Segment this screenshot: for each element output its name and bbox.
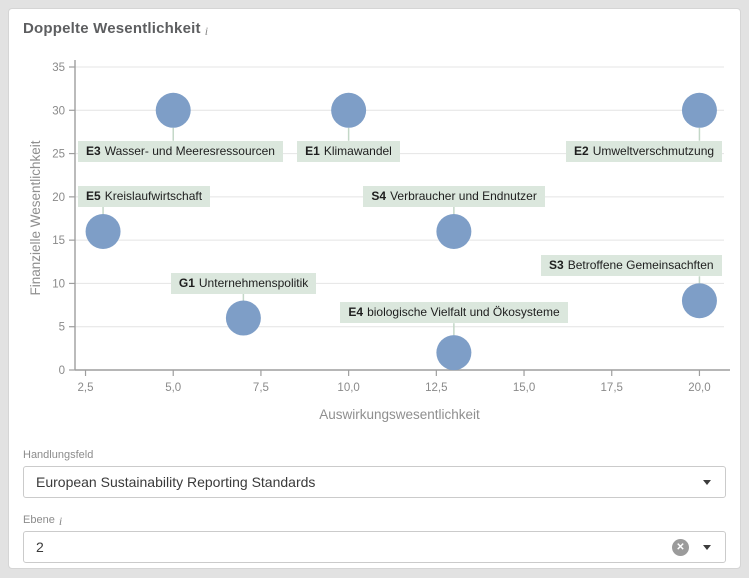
point-label-e3: E3 Wasser- und Meeresressourcen: [78, 140, 283, 162]
ebene-value: 2: [36, 539, 44, 555]
x-tick-label: 15,0: [513, 382, 535, 394]
point-code: E4: [348, 305, 364, 320]
handlungsfeld-select[interactable]: European Sustainability Reporting Standa…: [23, 466, 726, 498]
materiality-chart: 0 5 10 15 20 25 30 35 2,5 5,0 7,5 10,0 12,5 15,0 17,5 2…: [0, 46, 749, 446]
chevron-down-icon[interactable]: [703, 544, 711, 550]
y-tick-label: 10: [52, 278, 65, 290]
point-code: E3: [86, 143, 101, 158]
x-tick-label: 5,0: [165, 382, 181, 394]
handlungsfeld-label-text: Handlungsfeld: [23, 449, 94, 461]
info-icon[interactable]: i: [204, 24, 209, 38]
x-tick-label: 7,5: [253, 382, 269, 394]
point-code: G1: [178, 275, 195, 290]
materiality-card: Doppelte Wesentlichkeit i Handlungsfeld E…: [8, 8, 741, 569]
point-label-e1: E1 Klimawandel: [297, 140, 400, 162]
ebene-label: Ebene i: [23, 514, 62, 529]
clear-icon[interactable]: ✕: [672, 538, 689, 556]
x-tick-label: 12,5: [425, 382, 447, 394]
chevron-down-icon[interactable]: [703, 479, 711, 485]
bubble-s4[interactable]: [436, 213, 472, 249]
chart-title: Doppelte Wesentlichkeit i: [23, 20, 208, 39]
info-icon[interactable]: i: [58, 514, 63, 528]
point-label-e4: E4 biologische Vielfalt und Ökosysteme: [340, 302, 568, 324]
x-axis-title: Auswirkungswesentlichkeit: [319, 407, 480, 422]
point-label-e5: E5 Kreislaufwirtschaft: [78, 185, 211, 207]
handlungsfeld-value: European Sustainability Reporting Standa…: [36, 474, 316, 490]
point-code: S4: [371, 188, 387, 203]
y-tick-label: 20: [52, 192, 65, 204]
x-tick-label: 20,0: [688, 382, 710, 394]
bubble-s3[interactable]: [681, 283, 717, 319]
y-tick-label: 30: [52, 105, 65, 117]
bubble-e3[interactable]: [155, 92, 191, 128]
point-label-s3: S3 Betroffene Gemeinsachften: [541, 255, 722, 277]
bubble-e5[interactable]: [85, 213, 121, 249]
point-code: E1: [305, 143, 320, 158]
point-code: E5: [86, 188, 101, 203]
bubble-g1[interactable]: [225, 300, 261, 336]
chart-title-text: Doppelte Wesentlichkeit: [23, 20, 201, 37]
y-tick-label: 25: [52, 149, 65, 161]
x-tick-label: 17,5: [601, 382, 623, 394]
ebene-label-text: Ebene: [23, 514, 55, 526]
chart-canvas: 0 5 10 15 20 25 30 35 2,5 5,0 7,5 10,0 12,5 15,0 17,5 2…: [28, 60, 730, 422]
x-tick-label: 2,5: [78, 382, 94, 394]
y-tick-label: 0: [59, 365, 65, 377]
ebene-select[interactable]: 2 ✕: [23, 531, 726, 563]
point-label-e2: E2 Umweltverschmutzung: [566, 140, 723, 162]
point-code: E2: [574, 143, 589, 158]
bubble-e1[interactable]: [331, 92, 367, 128]
x-tick-label: 10,0: [337, 382, 359, 394]
bubble-e4[interactable]: [436, 335, 472, 371]
point-label-s4: S4 Verbraucher und Endnutzer: [363, 185, 545, 207]
handlungsfeld-label: Handlungsfeld: [23, 449, 93, 461]
y-axis-title: Finanzielle Wesentlichkeit: [28, 140, 43, 295]
y-tick-label: 5: [59, 322, 65, 334]
point-code: S3: [549, 258, 564, 273]
point-label-g1: G1 Unternehmenspolitik: [170, 272, 317, 294]
y-tick-label: 15: [52, 235, 65, 247]
y-tick-label: 35: [52, 62, 65, 74]
bubble-e2[interactable]: [681, 92, 717, 128]
